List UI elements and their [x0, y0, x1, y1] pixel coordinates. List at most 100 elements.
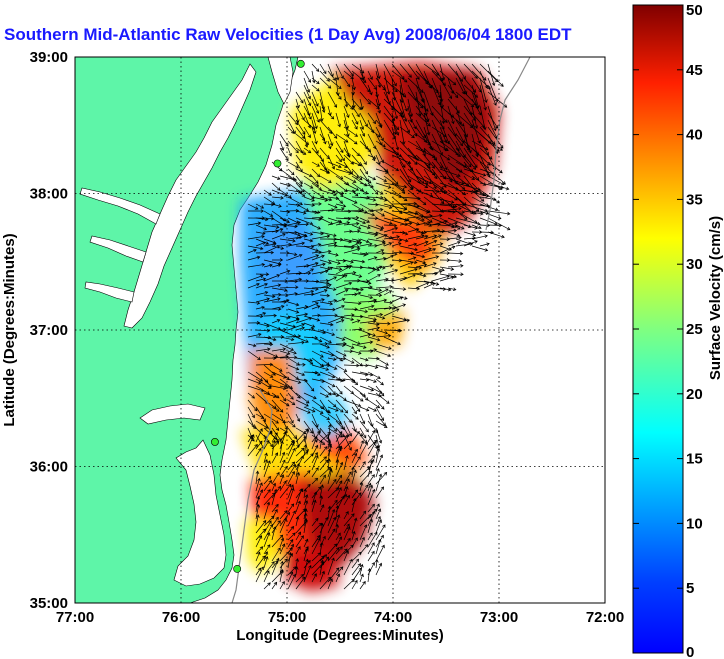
velocity-arrow	[263, 556, 269, 569]
velocity-arrow	[375, 473, 383, 492]
velocity-arrow	[359, 251, 369, 256]
velocity-arrow	[255, 322, 270, 328]
x-tick-label: 76:00	[162, 609, 200, 626]
velocity-arrow	[439, 245, 456, 254]
velocity-arrow	[439, 126, 448, 144]
velocity-arrow	[335, 431, 343, 443]
velocity-arrow	[343, 363, 360, 368]
velocity-arrow	[343, 494, 350, 506]
velocity-arrow	[431, 242, 444, 247]
velocity-arrow	[351, 406, 357, 415]
velocity-arrow	[375, 519, 383, 534]
velocity-arrow	[479, 196, 497, 202]
velocity-arrow	[367, 484, 374, 499]
velocity-arrow	[375, 210, 385, 217]
velocity-arrow	[415, 91, 422, 117]
velocity-arrow	[415, 263, 428, 268]
velocity-arrow	[359, 440, 365, 450]
velocity-arrow	[311, 70, 316, 84]
velocity-arrow	[303, 444, 308, 457]
velocity-arrow	[263, 245, 281, 254]
velocity-arrow	[295, 357, 313, 362]
albemarle-sound	[139, 403, 206, 425]
velocity-arrow	[487, 175, 505, 186]
velocity-arrow	[311, 313, 321, 318]
velocity-arrow	[303, 302, 319, 310]
velocity-arrow	[287, 271, 302, 275]
velocity-arrow	[327, 399, 337, 408]
velocity-arrow	[383, 112, 400, 131]
velocity-arrow	[407, 175, 429, 188]
velocity-arrow	[375, 468, 380, 478]
velocity-arrow	[271, 547, 281, 562]
velocity-arrow	[255, 528, 267, 541]
velocity-arrow	[375, 175, 388, 183]
velocity-arrow	[279, 517, 288, 534]
velocity-arrow	[335, 406, 344, 413]
velocity-arrow	[463, 112, 474, 128]
velocity-arrow	[399, 91, 408, 112]
velocity-arrow	[319, 196, 333, 202]
velocity-arrow	[399, 196, 421, 201]
velocity-arrow	[447, 221, 458, 226]
velocity-arrow	[263, 210, 274, 217]
velocity-arrow	[367, 207, 384, 212]
velocity-arrow	[343, 558, 353, 576]
velocity-arrow	[335, 573, 341, 583]
velocity-arrow	[359, 406, 370, 412]
velocity-arrow	[295, 210, 307, 215]
velocity-arrow	[311, 250, 322, 254]
velocity-arrow	[359, 514, 372, 527]
velocity-arrow	[247, 434, 255, 450]
velocity-arrow	[359, 175, 372, 184]
velocity-arrow	[327, 259, 341, 265]
velocity-arrow	[343, 357, 355, 364]
velocity-arrow	[327, 528, 336, 541]
velocity-arrow	[311, 364, 330, 371]
velocity-arrow	[487, 182, 510, 191]
velocity-arrow	[303, 453, 314, 464]
velocity-arrow	[415, 273, 427, 278]
velocity-arrow	[279, 440, 284, 457]
velocity-arrow	[295, 203, 310, 212]
velocity-arrow	[415, 168, 429, 185]
velocity-arrow	[271, 420, 280, 431]
velocity-arrow	[479, 77, 488, 103]
velocity-arrow	[399, 238, 409, 243]
velocity-arrow	[295, 516, 300, 527]
velocity-arrow	[319, 313, 338, 318]
velocity-arrow	[303, 547, 309, 562]
velocity-arrow	[407, 154, 431, 166]
velocity-arrow	[271, 520, 281, 534]
velocity-arrow	[367, 231, 379, 236]
velocity-arrow	[255, 428, 263, 443]
velocity-arrow	[351, 551, 362, 562]
velocity-arrow	[303, 420, 314, 434]
velocity-arrow	[294, 566, 299, 576]
velocity-arrow	[263, 297, 281, 303]
velocity-arrow	[279, 285, 299, 290]
velocity-arrow	[471, 245, 489, 252]
velocity-arrow	[263, 283, 282, 289]
velocity-arrow	[367, 298, 377, 303]
velocity-arrow	[279, 543, 286, 555]
velocity-arrow	[383, 168, 399, 185]
colorbar-tick-label: 25	[686, 321, 703, 338]
velocity-arrow	[391, 84, 407, 98]
velocity-arrow	[303, 564, 312, 583]
y-axis-label: Latitude (Degrees:Minutes)	[1, 233, 18, 426]
velocity-arrow	[367, 550, 375, 562]
velocity-arrow	[351, 466, 355, 478]
velocity-arrow	[319, 541, 324, 555]
velocity-arrow	[359, 357, 369, 362]
velocity-arrow	[247, 203, 259, 210]
velocity-arrow	[343, 77, 351, 88]
velocity-arrow	[263, 551, 269, 562]
velocity-arrow	[327, 439, 332, 450]
velocity-arrow	[391, 189, 408, 202]
velocity-arrow	[351, 229, 361, 234]
velocity-arrow	[383, 290, 393, 296]
velocity-arrow	[375, 231, 394, 240]
velocity-arrow	[343, 513, 355, 527]
velocity-arrow	[439, 70, 457, 86]
